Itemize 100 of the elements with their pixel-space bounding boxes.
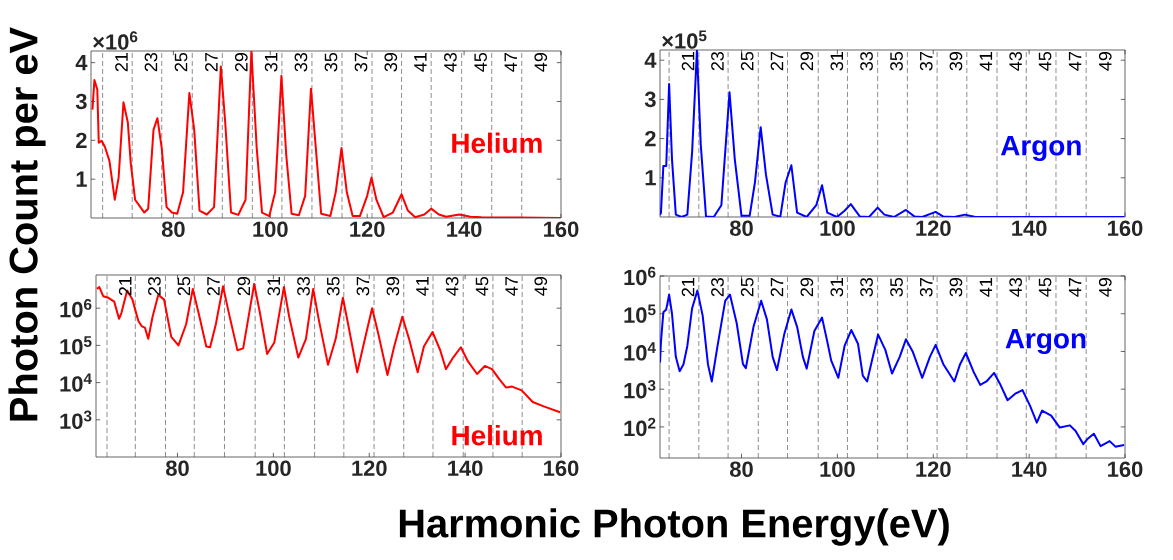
annotation: 35	[324, 52, 338, 72]
annotation: 43	[1009, 51, 1022, 71]
annotation: 25	[740, 277, 754, 297]
x-tick-label: 80	[161, 221, 185, 238]
y-tick-label: 1	[645, 170, 656, 186]
y-axis-title: Photon Count per eV	[8, 27, 46, 421]
y-tick-label: 4	[644, 52, 657, 68]
annotation: 47	[505, 277, 518, 296]
y-tick-label: 1	[76, 171, 87, 187]
annotation: 45	[475, 276, 489, 296]
annotation: 33	[297, 276, 310, 296]
x-tick-label: 80	[166, 460, 189, 477]
text: Helium	[452, 132, 542, 154]
annotation: 21	[115, 53, 128, 72]
annotation: 21	[681, 52, 695, 71]
x-tick-label: 140	[1012, 220, 1047, 237]
annotation: 25	[177, 276, 191, 296]
annotation: 21	[681, 278, 695, 297]
y-tick-label: 10$^{2}$	[624, 417, 656, 437]
series-label: Argon	[1005, 328, 1086, 355]
annotation: 49	[534, 277, 548, 296]
y-tick-label: 3	[644, 91, 656, 108]
x-tick-label: 80	[730, 220, 753, 237]
annotation: 31	[267, 277, 281, 296]
annotation: 29	[234, 53, 248, 72]
x-tick-label: 120	[350, 221, 385, 238]
y-tick-label: 10$^{4}$	[60, 373, 92, 392]
annotation: 37	[354, 53, 368, 72]
annotation: 27	[207, 277, 220, 296]
annotation: 43	[445, 276, 459, 296]
annotation: 39	[384, 53, 398, 72]
annotation: 27	[770, 278, 784, 297]
x-tick-label: 100	[820, 461, 855, 478]
annotation: 39	[949, 278, 963, 297]
annotation: 45	[1038, 51, 1052, 71]
x-tick-label: 160	[544, 460, 579, 477]
annotation: 35	[890, 51, 903, 71]
annotation: 21	[118, 277, 132, 296]
annotation: 27	[205, 53, 218, 72]
y-tick-label: 2	[76, 132, 87, 148]
annotation: 39	[386, 277, 400, 296]
annotation: 49	[1098, 52, 1112, 71]
x-tick-label: 80	[730, 461, 753, 478]
annotation: 47	[504, 53, 517, 72]
annotation: 29	[800, 278, 814, 297]
y-tick-label: 10$^{3}$	[624, 379, 656, 399]
text: Argon	[1000, 135, 1081, 162]
annotation: 29	[237, 277, 251, 296]
annotation: 35	[890, 277, 903, 297]
annotation: 31	[264, 53, 278, 72]
x-tick-label: 140	[1012, 461, 1047, 478]
x-tick-label: 120	[916, 220, 951, 237]
y-tick-label: 10$^{4}$	[624, 342, 656, 361]
y-tick-label: 10$^{6}$	[624, 266, 656, 286]
text: ×10$^{6}$	[93, 31, 138, 50]
annotation: 23	[711, 277, 724, 297]
annotation: 33	[860, 51, 873, 71]
y-tick-label: 10$^{5}$	[624, 304, 656, 323]
annotation: 37	[356, 277, 370, 296]
annotation: 43	[444, 52, 457, 72]
annotation: 47	[1068, 278, 1082, 297]
y-tick-label: 10$^{5}$	[60, 336, 92, 355]
annotation: 49	[534, 53, 548, 72]
annotation: 43	[1009, 277, 1022, 297]
y-tick-label: 10$^{6}$	[60, 298, 92, 318]
annotation: 23	[711, 51, 724, 71]
annotation: 39	[949, 52, 963, 71]
annotation: 35	[326, 276, 340, 296]
annotation: 25	[740, 51, 754, 71]
annotation: 25	[174, 52, 188, 72]
x-tick-label: 100	[253, 221, 288, 238]
x-tick-label: 160	[1108, 461, 1143, 478]
series-label: Helium	[452, 424, 542, 446]
y-tick-label: 4	[75, 55, 88, 71]
x-axis-title: Harmonic Photon Energy(eV)	[399, 508, 949, 546]
annotation: 45	[474, 52, 487, 72]
annotation: 33	[294, 52, 308, 72]
x-tick-label: 140	[448, 460, 483, 477]
annotation: 45	[1038, 277, 1052, 297]
annotation: 31	[830, 278, 844, 297]
annotation: 49	[1098, 278, 1112, 297]
annotation: 29	[800, 52, 814, 71]
y-tick-label: 2	[645, 130, 656, 147]
x-tick-label: 120	[352, 460, 387, 477]
annotation: 27	[770, 52, 784, 71]
y-tick-label: 3	[75, 93, 87, 110]
x-tick-label: 100	[820, 220, 855, 237]
x-tick-label: 160	[544, 221, 579, 238]
annotation: 41	[979, 52, 993, 71]
x-tick-label: 160	[1108, 220, 1143, 237]
x-tick-label: 120	[916, 461, 951, 478]
annotation: 33	[860, 277, 873, 297]
annotation: 47	[1068, 52, 1082, 71]
y-tick-label: 10$^{3}$	[60, 410, 92, 430]
annotation: 37	[919, 278, 933, 297]
annotation: 41	[414, 53, 427, 72]
x-tick-label: 100	[256, 460, 291, 477]
annotation: 37	[919, 52, 933, 71]
annotation: 31	[830, 52, 844, 71]
annotation: 23	[144, 52, 158, 72]
